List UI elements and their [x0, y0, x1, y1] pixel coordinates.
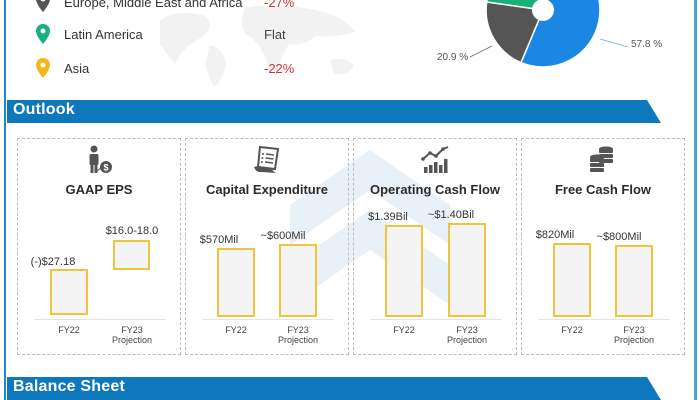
x-axis-label-sub: Projection	[277, 335, 319, 345]
pie-slice-dark	[485, 1, 545, 64]
card-capital-expenditure: Capital Expenditure $570Mil ~$600Mil FY2…	[185, 138, 349, 355]
bar-fy23	[113, 240, 150, 270]
region-name: Latin America	[64, 26, 143, 42]
section-title: Balance Sheet	[13, 378, 125, 395]
x-axis-label: FY23	[456, 325, 478, 335]
bar-fy22	[385, 225, 423, 317]
bar-value-label: ~$1.40Bil	[427, 209, 475, 221]
bar-fy22	[50, 269, 88, 315]
region-row-emea: Europe, Middle East and Africa -27%	[36, 0, 294, 13]
region-change: Flat	[264, 26, 286, 42]
bar-value-label: ~$800Mil	[596, 231, 642, 243]
bar-fy23	[448, 223, 486, 317]
chart-baseline	[202, 319, 334, 320]
bar-fy23	[279, 244, 317, 317]
region-name: Europe, Middle East and Africa	[64, 0, 243, 10]
svg-text:$: $	[103, 163, 108, 173]
card-title: Free Cash Flow	[554, 182, 652, 197]
outlook-section-header: Outlook	[7, 100, 662, 123]
x-axis-label: FY22	[393, 325, 415, 335]
card-free-cash-flow: Free Cash Flow $820Mil ~$800Mil FY22 FY2…	[521, 138, 685, 355]
person-money-icon: $	[89, 145, 112, 173]
x-axis-label: FY22	[58, 325, 80, 335]
map-pin-icon	[36, 58, 50, 78]
x-axis-label: FY23	[287, 325, 309, 335]
x-axis-label-sub: Projection	[111, 335, 153, 345]
x-axis-label: FY23	[623, 325, 645, 335]
pie-slice-green	[485, 0, 544, 11]
x-axis-label: FY23	[121, 325, 143, 335]
bar-fy23	[615, 245, 653, 317]
bar-value-label: $570Mil	[199, 234, 239, 246]
bar-value-label: $1.39Bil	[368, 211, 408, 223]
section-title: Outlook	[13, 101, 75, 118]
pie-leader-lines	[470, 38, 629, 58]
left-frame-border	[4, 0, 6, 400]
card-gaap-eps: $ GAAP EPS (-)$27.18 $16.0-18.0 FY22 FY2…	[17, 138, 181, 355]
x-axis-label-sub: Projection	[613, 335, 655, 345]
revenue-pie-chart	[485, 0, 601, 68]
region-change: -27%	[264, 0, 295, 10]
x-axis-label: FY22	[561, 325, 583, 335]
region-name: Asia	[64, 60, 90, 76]
region-row-asia: Asia -22%	[36, 57, 294, 79]
right-frame-border	[694, 0, 697, 400]
pie-label-blue: 57.8 %	[631, 39, 663, 50]
bar-value-label: ~$600Mil	[260, 230, 306, 242]
chart-baseline	[34, 319, 166, 320]
region-change: -22%	[264, 60, 295, 76]
pie-label-dark: 20.9 %	[437, 52, 469, 63]
section-banner	[7, 100, 661, 123]
world-map-watermark	[160, 5, 355, 87]
chart-baseline	[370, 319, 502, 320]
bar-value-label: (-)$27.18	[30, 256, 76, 268]
region-row-latin-america: Latin America Flat	[36, 23, 286, 45]
card-title: GAAP EPS	[65, 182, 133, 197]
chart-baseline	[538, 319, 670, 320]
growth-chart-icon	[421, 146, 449, 173]
map-pin-icon	[36, 24, 50, 44]
section-banner	[7, 377, 661, 400]
card-title: Capital Expenditure	[205, 182, 329, 197]
card-title: Operating Cash Flow	[369, 182, 500, 197]
bar-value-label: $820Mil	[535, 229, 575, 241]
balance-sheet-section-header: Balance Sheet	[7, 377, 662, 400]
map-pin-icon	[36, 0, 50, 12]
document-list-icon	[254, 145, 280, 173]
x-axis-label-sub: Projection	[446, 335, 488, 345]
coin-stacks-icon	[590, 146, 613, 172]
card-operating-cash-flow: Operating Cash Flow $1.39Bil ~$1.40Bil F…	[353, 138, 517, 355]
bar-value-label: $16.0-18.0	[105, 225, 159, 237]
bar-fy22	[553, 243, 591, 317]
bar-fy22	[217, 248, 255, 317]
x-axis-label: FY22	[225, 325, 247, 335]
